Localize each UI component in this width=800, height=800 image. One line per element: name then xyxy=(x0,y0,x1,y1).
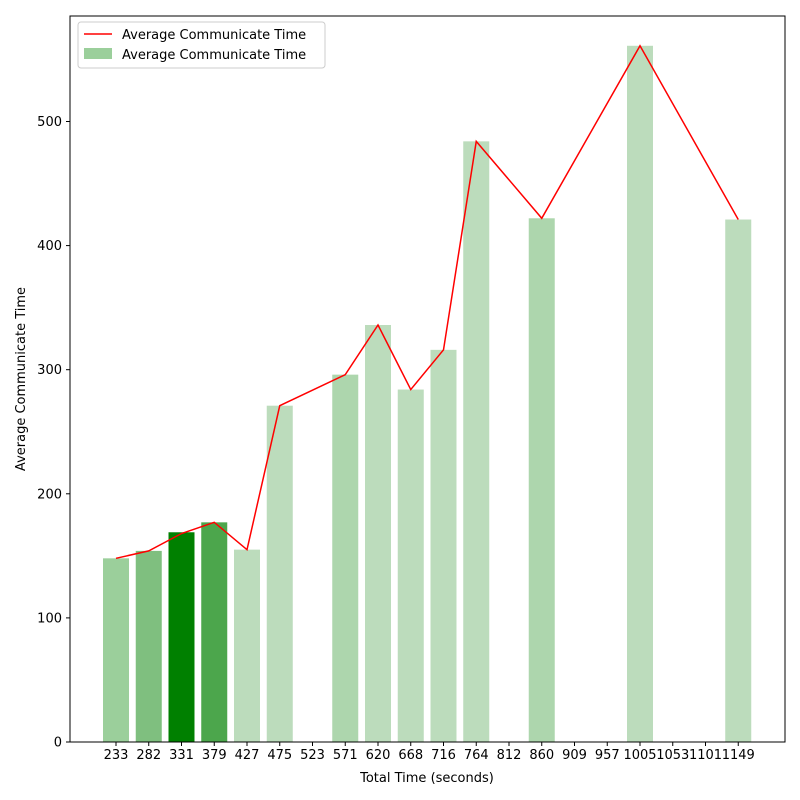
y-tick-label: 500 xyxy=(37,115,62,130)
bar-331 xyxy=(168,532,195,742)
bar-716 xyxy=(430,349,457,742)
x-tick-label: 379 xyxy=(202,748,227,763)
bar-620 xyxy=(365,325,391,742)
line-layer xyxy=(115,44,739,560)
x-tick-label: 571 xyxy=(333,748,358,763)
bar-427 xyxy=(234,549,260,742)
bar-668 xyxy=(397,389,424,742)
x-tick-label: 812 xyxy=(497,748,522,763)
y-tick-label: 100 xyxy=(37,611,62,626)
x-tick-label: 909 xyxy=(562,748,587,763)
legend-bar-swatch xyxy=(84,48,112,59)
bar-1149 xyxy=(725,219,752,742)
bar-233 xyxy=(103,558,129,742)
bar-379 xyxy=(201,522,228,742)
x-tick-label: 957 xyxy=(595,748,620,763)
x-axis: 233 282 331 379 427 475 523 571 620 668 716 764 812 8… xyxy=(104,742,755,763)
x-tick-label: 475 xyxy=(267,748,292,763)
plot-frame xyxy=(69,15,786,743)
y-tick-label: 0 xyxy=(54,736,62,751)
x-tick-label: 1149 xyxy=(722,748,755,763)
x-tick-label: 1101 xyxy=(689,748,722,763)
y-axis: 0 100 200 300 400 500 xyxy=(37,115,70,751)
legend-label-bar: Average Communicate Time xyxy=(122,48,306,63)
legend-box xyxy=(77,21,326,69)
y-tick-label: 200 xyxy=(37,487,62,502)
x-tick-label: 620 xyxy=(366,748,391,763)
bar-571 xyxy=(332,374,359,742)
x-tick-label: 860 xyxy=(529,748,554,763)
x-axis-label: Total Time (seconds) xyxy=(359,771,494,786)
x-tick-label: 764 xyxy=(464,748,489,763)
x-tick-label: 331 xyxy=(169,748,194,763)
legend-label-line: Average Communicate Time xyxy=(122,28,306,43)
bar-282 xyxy=(135,550,162,742)
bar-860 xyxy=(528,218,555,743)
x-tick-label: 716 xyxy=(431,748,456,763)
bars-layer xyxy=(103,45,752,743)
x-tick-label: 668 xyxy=(398,748,423,763)
x-tick-label: 282 xyxy=(136,748,161,763)
x-tick-label: 233 xyxy=(104,748,129,763)
bar-764 xyxy=(463,141,490,743)
x-tick-label: 427 xyxy=(235,748,260,763)
series-line xyxy=(115,44,739,560)
y-axis-label: Average Communicate Time xyxy=(14,287,29,471)
x-tick-label: 1005 xyxy=(623,748,656,763)
x-tick-label: 523 xyxy=(300,748,325,763)
bar-1005 xyxy=(627,45,653,743)
y-tick-label: 400 xyxy=(37,239,62,254)
y-tick-label: 300 xyxy=(37,363,62,378)
x-tick-label: 1053 xyxy=(656,748,689,763)
legend: Average Communicate Time Average Communi… xyxy=(77,21,326,69)
bar-475 xyxy=(266,405,293,742)
